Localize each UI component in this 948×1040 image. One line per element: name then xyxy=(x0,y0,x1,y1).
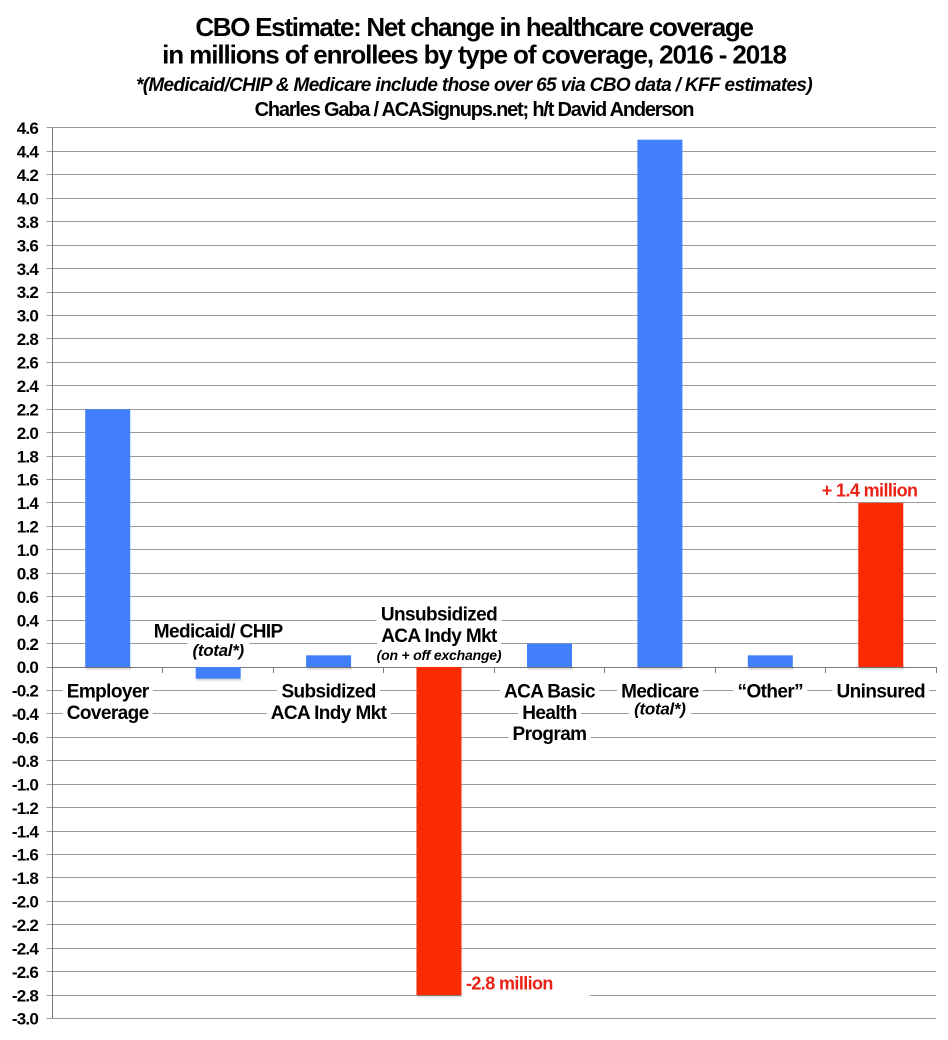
svg-text:*(Medicaid/CHIP & Medicare inc: *(Medicaid/CHIP & Medicare include those… xyxy=(136,75,812,96)
svg-text:4.4: 4.4 xyxy=(17,143,40,162)
svg-text:1.2: 1.2 xyxy=(17,518,39,537)
svg-text:-0.2: -0.2 xyxy=(12,682,38,701)
svg-text:2.8: 2.8 xyxy=(17,330,39,349)
svg-text:3.6: 3.6 xyxy=(17,236,39,255)
svg-text:Charles Gaba / ACASignups.net;: Charles Gaba / ACASignups.net; h/t David… xyxy=(255,99,694,121)
svg-text:CBO Estimate: Net change in he: CBO Estimate: Net change in healthcare c… xyxy=(195,12,753,42)
svg-text:3.2: 3.2 xyxy=(17,283,39,302)
svg-text:Program: Program xyxy=(513,724,587,745)
svg-text:in millions of enrollees by ty: in millions of enrollees by type of cove… xyxy=(162,40,786,70)
svg-text:Unsubsidized: Unsubsidized xyxy=(381,605,497,626)
svg-text:Uninsured: Uninsured xyxy=(837,682,926,703)
svg-text:(on + off exchange): (on + off exchange) xyxy=(377,647,502,663)
svg-text:-2.0: -2.0 xyxy=(12,893,38,912)
svg-text:1.6: 1.6 xyxy=(17,471,39,490)
svg-text:3.4: 3.4 xyxy=(17,260,40,279)
svg-text:-1.6: -1.6 xyxy=(12,846,38,865)
svg-text:Medicare: Medicare xyxy=(621,682,699,703)
svg-text:0.6: 0.6 xyxy=(17,588,39,607)
svg-text:ACA Indy Mkt: ACA Indy Mkt xyxy=(271,703,388,724)
svg-text:-1.8: -1.8 xyxy=(12,869,38,888)
svg-text:Subsidized: Subsidized xyxy=(281,682,375,703)
svg-text:-2.6: -2.6 xyxy=(12,963,38,982)
svg-text:-0.8: -0.8 xyxy=(12,752,38,771)
svg-text:-2.8: -2.8 xyxy=(12,986,38,1005)
svg-text:2.2: 2.2 xyxy=(17,400,39,419)
svg-text:-1.0: -1.0 xyxy=(12,775,38,794)
svg-text:Medicaid/ CHIP: Medicaid/ CHIP xyxy=(154,622,284,643)
svg-text:Employer: Employer xyxy=(67,682,150,703)
svg-text:2.4: 2.4 xyxy=(17,377,40,396)
svg-text:-2.8 million: -2.8 million xyxy=(466,974,553,994)
svg-text:1.4: 1.4 xyxy=(17,494,40,513)
svg-text:3.8: 3.8 xyxy=(17,213,39,232)
svg-text:2.6: 2.6 xyxy=(17,354,39,373)
svg-text:-2.2: -2.2 xyxy=(12,916,38,935)
svg-text:ACA Indy Mkt: ACA Indy Mkt xyxy=(381,626,498,647)
svg-text:-0.4: -0.4 xyxy=(12,705,39,724)
svg-text:ACA Basic: ACA Basic xyxy=(504,682,596,703)
svg-text:3.0: 3.0 xyxy=(17,307,39,326)
svg-text:2.0: 2.0 xyxy=(17,424,39,443)
svg-text:1.0: 1.0 xyxy=(17,541,39,560)
svg-text:4.6: 4.6 xyxy=(17,119,39,138)
svg-text:Health: Health xyxy=(522,703,576,724)
svg-text:-0.6: -0.6 xyxy=(12,729,38,748)
svg-text:0.0: 0.0 xyxy=(17,658,39,677)
svg-text:0.4: 0.4 xyxy=(17,611,40,630)
svg-text:Coverage: Coverage xyxy=(67,703,149,724)
svg-text:-1.4: -1.4 xyxy=(12,822,39,841)
svg-text:4.2: 4.2 xyxy=(17,166,39,185)
svg-text:“Other”: “Other” xyxy=(738,682,804,703)
svg-text:0.2: 0.2 xyxy=(17,635,39,654)
svg-text:4.0: 4.0 xyxy=(17,190,39,209)
svg-text:(total*): (total*) xyxy=(192,641,244,660)
svg-text:-1.2: -1.2 xyxy=(12,799,38,818)
svg-text:+ 1.4 million: + 1.4 million xyxy=(822,481,918,501)
svg-text:-2.4: -2.4 xyxy=(12,939,39,958)
svg-text:1.8: 1.8 xyxy=(17,447,39,466)
svg-text:-3.0: -3.0 xyxy=(12,1010,38,1029)
svg-text:0.8: 0.8 xyxy=(17,565,39,584)
svg-text:(total*): (total*) xyxy=(634,700,686,719)
